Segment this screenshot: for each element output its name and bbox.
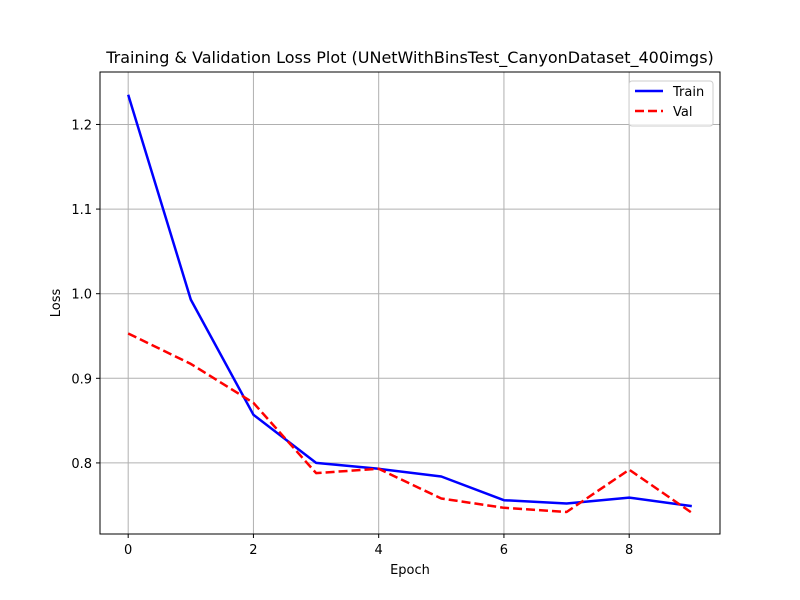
x-tick-label: 4 <box>375 543 383 558</box>
legend: Train Val <box>628 80 714 127</box>
grid-lines <box>100 72 720 534</box>
y-axis-label: Loss <box>49 289 64 318</box>
y-tick-label: 0.9 <box>71 372 92 387</box>
y-tick-label: 0.8 <box>71 457 92 472</box>
x-tick-label: 6 <box>500 543 508 558</box>
chart-title: Training & Validation Loss Plot (UNetWit… <box>105 48 714 68</box>
x-tick-label: 8 <box>625 543 633 558</box>
y-tick-label: 1.2 <box>71 118 92 133</box>
y-tick-label: 1.0 <box>71 288 92 303</box>
plot-frame <box>99 71 721 535</box>
x-axis-label: Epoch <box>390 563 430 578</box>
legend-label-val: Val <box>673 105 692 120</box>
axis-ticks: 0 2 4 6 8 0.8 0.9 1.0 1.1 1.2 <box>71 118 633 558</box>
series-line-train <box>127 94 692 508</box>
legend-label-train: Train <box>672 85 704 100</box>
y-tick-label: 1.1 <box>71 203 92 218</box>
series-line-val <box>127 332 693 514</box>
series-lines <box>127 94 693 514</box>
x-tick-label: 0 <box>124 543 132 558</box>
x-tick-label: 2 <box>249 543 257 558</box>
